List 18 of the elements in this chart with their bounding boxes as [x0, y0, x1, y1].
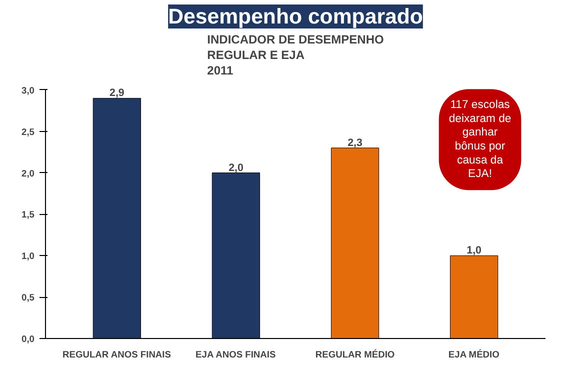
data-label: 2,3 [348, 136, 363, 149]
y-tick-label: 0,5 [22, 292, 34, 303]
y-tick-label: 1,0 [22, 251, 34, 262]
chart-subtitle: INDICADOR DE DESEMPENHO REGULAR E EJA 2011 [207, 32, 384, 78]
y-tick-label: 3,0 [22, 85, 34, 96]
data-label: 2,9 [110, 87, 124, 100]
y-tick-label: 1,5 [22, 210, 34, 220]
x-tick-label: EJA ANOS FINAIS [196, 350, 276, 360]
x-tick-label: REGULAR MÉDIO [315, 348, 395, 360]
x-tick-label: REGULAR ANOS FINAIS [62, 350, 172, 360]
data-label: 1,0 [466, 244, 482, 257]
annotation: 117 escolas deixaram de ganhar bônus por causa da EJA! [448, 99, 512, 180]
data-label: 2,0 [228, 162, 244, 174]
y-tick-label: 0,0 [22, 334, 34, 344]
y-tick-label: 2,5 [22, 126, 34, 137]
chart-title: Desempenho comparado [168, 4, 423, 28]
y-tick-label: 2,0 [22, 168, 34, 178]
x-tick-label: EJA MÉDIO [448, 348, 500, 360]
